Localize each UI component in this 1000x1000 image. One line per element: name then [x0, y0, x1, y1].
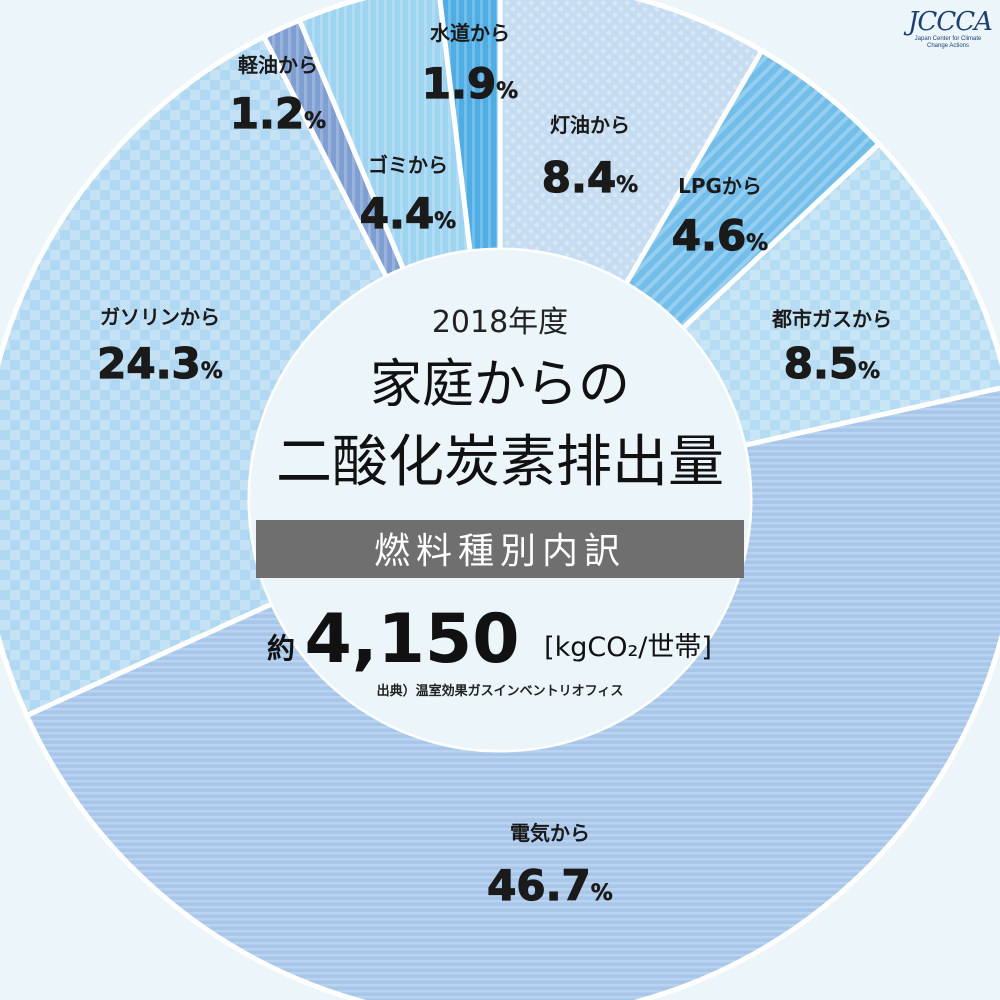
slice-label-7: ゴミから: [368, 153, 448, 177]
slice-label-5: ガソリンから: [100, 305, 220, 329]
slice-percent-6: %: [304, 109, 326, 134]
slice-percent-4: %: [591, 881, 613, 906]
source-note: 出典）温室効果ガスインベントリオフィス: [377, 683, 624, 699]
subtitle-band-text: 燃料種別内訳: [374, 531, 626, 572]
center-hole: [250, 250, 750, 750]
slice-percent-1: %: [616, 173, 638, 198]
slice-pattern-1: [500, 0, 762, 285]
slice-label-3: 都市ガスから: [771, 307, 892, 331]
slice-pattern-6: [263, 20, 404, 278]
title-year: 2018年度: [432, 305, 568, 340]
slice-label-2: LPGから: [678, 174, 762, 198]
slice-label-4: 電気から: [510, 821, 590, 845]
slice-label-8: 水道から: [430, 21, 510, 45]
title-line2: 二酸化炭素排出量: [276, 430, 724, 495]
slice-value-5: 24.3%: [97, 339, 223, 388]
slice-pattern-5: [0, 36, 387, 716]
slice-pattern-7: [299, 0, 471, 270]
slice-percent-2: %: [746, 231, 768, 256]
title-line1: 家庭からの: [370, 355, 630, 415]
logo-text: JCCCA: [908, 7, 993, 37]
total-prefix: 約: [267, 632, 295, 665]
slice-pattern-4: [26, 388, 1000, 1000]
slice-pattern-8: [440, 0, 500, 252]
slice-percent-3: %: [858, 359, 880, 384]
slice-percent-5: %: [201, 359, 223, 384]
jccca-logo: JCCCA Japan Center for Climate Change Ac…: [908, 7, 993, 50]
total-value: 4,150: [304, 600, 519, 679]
slice-label-1: 灯油から: [550, 113, 630, 137]
slice-value-1: 8.4%: [542, 153, 638, 202]
slice-label-6: 軽油から: [238, 53, 318, 77]
slice-percent-7: %: [434, 209, 456, 234]
slice-percent-8: %: [496, 79, 518, 104]
total-unit: [kgCO₂/世帯]: [544, 632, 712, 663]
logo-subtitle: Japan Center for Climate Change Actions: [914, 36, 982, 49]
slice-pattern-2: [625, 50, 880, 329]
subtitle-band: [256, 520, 744, 578]
slice-pattern-3: [682, 144, 1000, 446]
